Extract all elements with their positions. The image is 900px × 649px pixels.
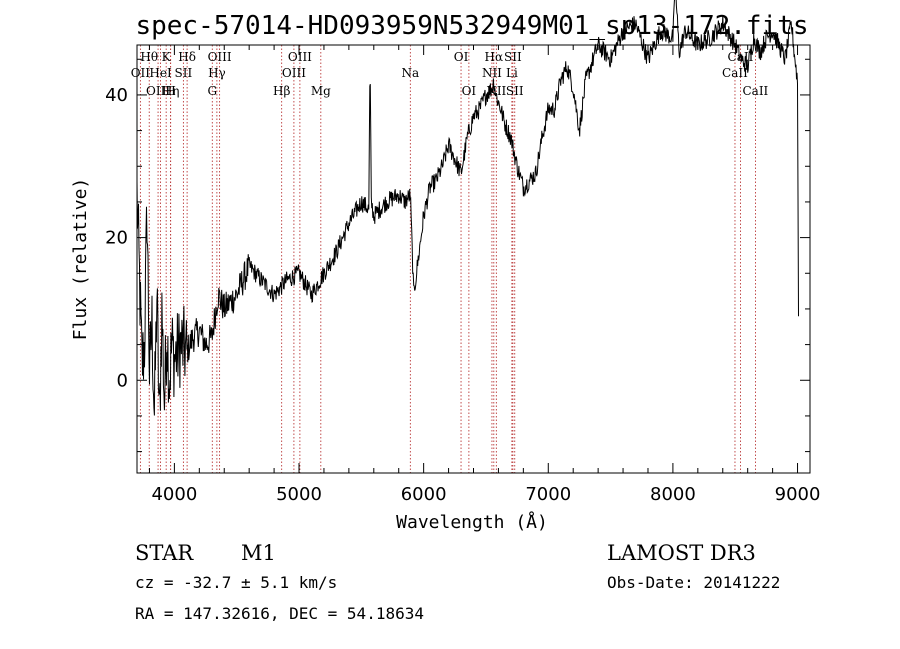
emission-line-label: NII bbox=[486, 84, 506, 98]
emission-line-label: Li bbox=[506, 66, 518, 80]
emission-line-label: SII bbox=[506, 84, 524, 98]
emission-line-label: OIII bbox=[288, 50, 312, 64]
emission-line-label: CaII bbox=[722, 66, 748, 80]
emission-line-label: Hη bbox=[162, 84, 180, 98]
survey-name: LAMOST DR3 bbox=[607, 541, 756, 565]
emission-line-label: H bbox=[165, 84, 175, 98]
x-tick-label: 7000 bbox=[525, 484, 571, 505]
y-tick-label: 20 bbox=[105, 228, 128, 249]
emission-line-label: Na bbox=[401, 66, 419, 80]
x-axis-label: Wavelength (Å) bbox=[396, 511, 548, 533]
emission-line-label: OI bbox=[454, 50, 469, 64]
object-subclass: M1 bbox=[241, 541, 276, 565]
emission-line-label: OII bbox=[131, 66, 151, 80]
emission-line-label: Hβ bbox=[273, 84, 290, 98]
axis-ticks bbox=[137, 45, 810, 473]
emission-line-label: CaII bbox=[742, 84, 768, 98]
emission-line-label: Hα bbox=[485, 50, 504, 64]
emission-line-label: OIII bbox=[146, 84, 170, 98]
x-tick-label: 8000 bbox=[650, 484, 696, 505]
axis-tick-labels: 4000 5000 6000 7000 8000 9000 0 20 40 bbox=[105, 85, 820, 505]
emission-line-label: HeI bbox=[149, 66, 172, 80]
y-axis-label: Flux (relative) bbox=[70, 178, 91, 341]
spectrum-line bbox=[136, 0, 799, 416]
coordinates: RA = 147.32616, DEC = 54.18634 bbox=[135, 604, 424, 623]
emission-line-label: Hθ bbox=[140, 50, 158, 64]
spectrum-series bbox=[136, 0, 799, 416]
emission-line-label: OIII bbox=[282, 66, 306, 80]
emission-line-label: Hδ bbox=[178, 50, 196, 64]
x-tick-label: 9000 bbox=[775, 484, 821, 505]
emission-line-label: SII bbox=[175, 66, 193, 80]
emission-line-label: SII bbox=[504, 50, 522, 64]
emission-line-label: OIII bbox=[208, 50, 232, 64]
plot-frame bbox=[136, 44, 811, 474]
emission-line-label: Mg bbox=[311, 84, 331, 98]
x-tick-label: 5000 bbox=[276, 484, 322, 505]
x-tick-label: 6000 bbox=[401, 484, 447, 505]
emission-line-label: Hγ bbox=[208, 66, 226, 80]
emission-line-label: K bbox=[162, 50, 172, 64]
y-tick-label: 0 bbox=[117, 370, 128, 391]
object-class: STAR bbox=[135, 541, 194, 565]
emission-line-label: NII bbox=[482, 66, 502, 80]
emission-line-markers bbox=[139, 45, 756, 473]
redshift-velocity: cz = -32.7 ± 5.1 km/s bbox=[135, 573, 337, 592]
emission-line-label: G bbox=[207, 84, 217, 98]
emission-line-label: CaII bbox=[728, 50, 754, 64]
y-tick-label: 40 bbox=[105, 85, 128, 106]
emission-line-label: OI bbox=[462, 84, 477, 98]
observation-date: Obs-Date: 20141222 bbox=[607, 573, 780, 592]
x-tick-label: 4000 bbox=[151, 484, 197, 505]
